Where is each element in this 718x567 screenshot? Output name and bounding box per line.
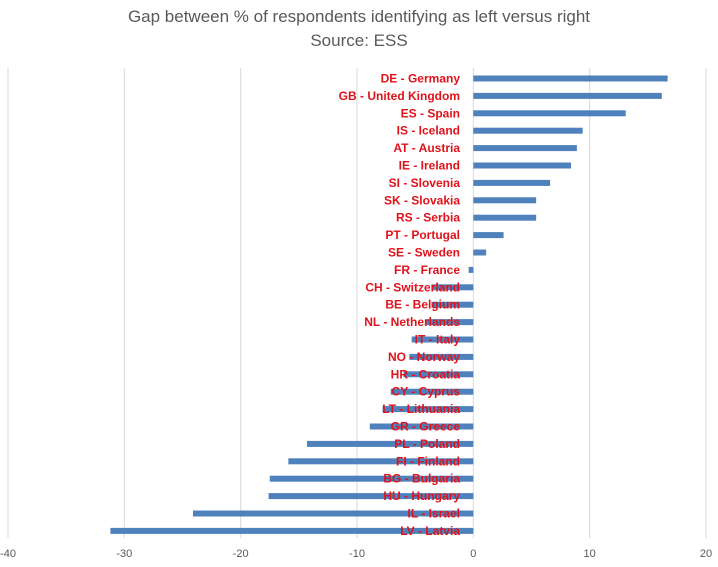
- gridlines: [7, 68, 707, 538]
- category-label: SE - Sweden: [388, 246, 460, 260]
- bar: [306, 440, 474, 447]
- bar: [425, 319, 474, 326]
- x-tick-label: -20: [233, 548, 249, 560]
- bar: [473, 179, 551, 186]
- category-label: DE - Germany: [381, 72, 461, 86]
- bar: [473, 110, 626, 117]
- bar: [411, 336, 474, 343]
- bar: [473, 214, 537, 221]
- bar: [110, 527, 474, 534]
- bar: [473, 249, 487, 256]
- x-tick-label: -30: [116, 548, 132, 560]
- category-label: GB - United Kingdom: [339, 89, 460, 103]
- category-label: SI - Slovenia: [389, 176, 461, 190]
- category-label: PL - Poland: [394, 437, 460, 451]
- x-tick-label: 20: [700, 548, 712, 560]
- category-label: IS - Iceland: [397, 124, 460, 138]
- x-tick-label: 10: [584, 548, 596, 560]
- category-labels: DE - Germany GB - United Kingdom ES - Spai…: [339, 72, 461, 538]
- category-label: FR - France: [394, 263, 460, 277]
- bar: [369, 423, 474, 430]
- x-tick-label: -10: [349, 548, 365, 560]
- bar: [403, 371, 474, 378]
- category-label: IE - Ireland: [399, 159, 460, 173]
- x-axis-tick-labels: -40 -30 -20 -10 0 10 20: [0, 548, 712, 560]
- bar: [473, 127, 583, 134]
- bar: [468, 266, 474, 273]
- bar: [268, 493, 474, 500]
- category-label: FI - Finland: [396, 454, 460, 468]
- bar: [288, 458, 474, 465]
- bar: [473, 232, 504, 239]
- bar: [192, 510, 474, 517]
- category-label: BG - Bulgaria: [383, 472, 460, 486]
- x-tick-label: 0: [470, 548, 476, 560]
- category-label: ES - Spain: [401, 106, 460, 120]
- category-label: IT - Italy: [415, 333, 461, 347]
- x-tick-label: -40: [0, 548, 16, 560]
- category-label: SK - Slovakia: [384, 193, 460, 207]
- category-label: CH - Switzerland: [365, 280, 460, 294]
- chart-title: Gap between % of respondents identifying…: [127, 7, 591, 26]
- chart-subtitle: Source: ESS: [310, 31, 408, 50]
- bar-series: [110, 75, 668, 534]
- bar: [382, 406, 474, 413]
- category-label: CY - Cyprus: [392, 385, 461, 399]
- category-label: HU - Hungary: [383, 489, 460, 503]
- bar: [431, 284, 474, 291]
- bar: [473, 197, 537, 204]
- bar: [473, 145, 577, 152]
- bar: [269, 475, 474, 482]
- category-label: BE - Belgium: [385, 298, 460, 312]
- category-label: NO - Norway: [388, 350, 460, 364]
- category-label: LT - Lithuania: [382, 402, 460, 416]
- category-label: RS - Serbia: [396, 211, 460, 225]
- bar: [390, 388, 474, 395]
- category-label: GR - Greece: [391, 420, 461, 434]
- category-label: IL - Israel: [408, 507, 460, 521]
- bar: [473, 92, 662, 99]
- bar: [409, 353, 474, 360]
- category-label: HR - Croatia: [391, 367, 461, 381]
- category-label: LV - Latvia: [400, 524, 460, 538]
- category-label: NL - Netherlands: [364, 315, 460, 329]
- bar: [431, 301, 474, 308]
- category-label: AT - Austria: [393, 141, 460, 155]
- bar: [473, 162, 572, 169]
- bar: [473, 75, 668, 82]
- category-label: PT - Portugal: [385, 228, 460, 242]
